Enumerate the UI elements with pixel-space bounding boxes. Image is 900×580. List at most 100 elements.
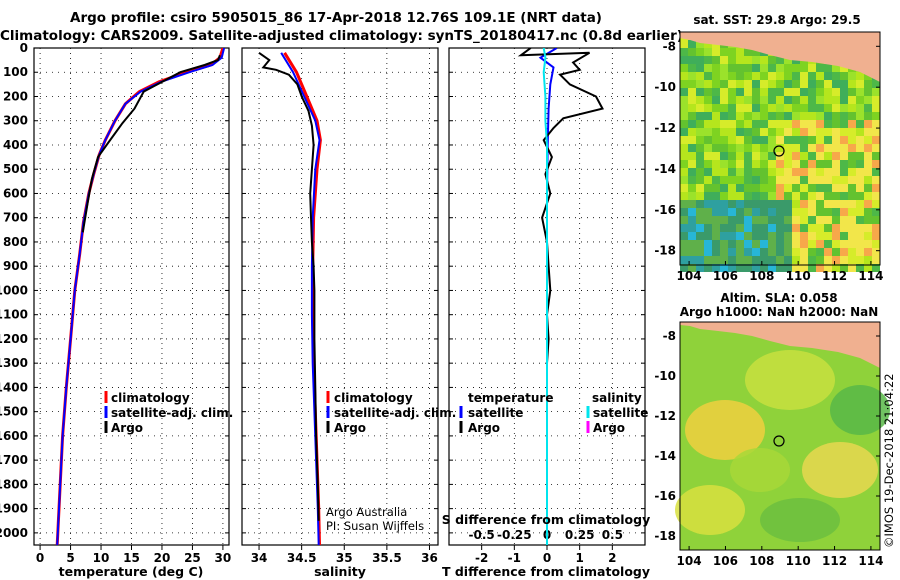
sst-cell (688, 240, 696, 248)
sst-cell (760, 256, 768, 264)
sst-cell (816, 240, 824, 248)
depth-tick-label: 400 (3, 138, 28, 152)
temperature-x-tick-label: 15 (123, 551, 140, 565)
sst-cell (680, 200, 688, 208)
sst-cell (688, 152, 696, 160)
sst-cell (720, 224, 728, 232)
sst-cell (840, 224, 848, 232)
legend-sal-argo-label: Argo (593, 421, 625, 435)
sst-cell (816, 216, 824, 224)
sst-cell (800, 144, 808, 152)
sst-cell (832, 232, 840, 240)
sst-cell (808, 80, 816, 88)
temperature-x-tick-label: 10 (93, 551, 110, 565)
sst-cell (872, 248, 880, 256)
sst-cell (752, 240, 760, 248)
sst-cell (840, 128, 848, 136)
sst-cell (768, 56, 776, 64)
sst-map-frame (679, 31, 881, 266)
map-lat-tick-label: -8 (663, 39, 676, 53)
sst-cell (696, 200, 704, 208)
sst-cell (744, 160, 752, 168)
sst-cell (688, 216, 696, 224)
sst-cell (720, 112, 728, 120)
sst-cell (728, 144, 736, 152)
sst-cell (800, 256, 808, 264)
sst-cell (680, 232, 688, 240)
sst-cell (688, 208, 696, 216)
sst-cell (840, 64, 848, 72)
depth-tick-label: 1900 (0, 502, 28, 516)
sst-cell (848, 248, 856, 256)
difference-series-temperature-satellite (538, 48, 558, 533)
sst-cell (744, 56, 752, 64)
sst-cell (680, 72, 688, 80)
difference-x-tick-label: -2 (475, 551, 488, 565)
sst-cell (808, 120, 816, 128)
sst-cell (824, 152, 832, 160)
sst-cell (704, 104, 712, 112)
sst-cell (688, 224, 696, 232)
sst-cell (800, 240, 808, 248)
sst-cell (816, 112, 824, 120)
sst-cell (792, 104, 800, 112)
sst-cell (792, 96, 800, 104)
sst-cell (840, 264, 848, 272)
sst-cell (728, 264, 736, 272)
sst-cell (800, 176, 808, 184)
sst-cell (840, 192, 848, 200)
sst-cell (752, 168, 760, 176)
sst-cell (688, 192, 696, 200)
sst-cell (752, 248, 760, 256)
sst-cell (832, 112, 840, 120)
sst-cell (712, 256, 720, 264)
sst-cell (864, 216, 872, 224)
sst-map-title: sat. SST: 29.8 Argo: 29.5 (693, 13, 860, 27)
sst-cell (864, 104, 872, 112)
sst-cell (768, 136, 776, 144)
sst-cell (808, 96, 816, 104)
sst-cell (776, 200, 784, 208)
sst-map: sat. SST: 29.8 Argo: 29.5 104 106 108 110 11… (654, 13, 883, 283)
sst-cell (848, 184, 856, 192)
sst-cell (856, 208, 864, 216)
sst-cell (872, 96, 880, 104)
map-lat-tick-label: -18 (654, 529, 676, 543)
sst-cell (760, 168, 768, 176)
sst-cell (816, 88, 824, 96)
sst-cell (680, 152, 688, 160)
sst-cell (696, 80, 704, 88)
sst-cell (744, 240, 752, 248)
sst-cell (784, 240, 792, 248)
salinity-legend: climatology satellite-adj. clim. Argo Ar… (326, 391, 456, 533)
sst-cell (688, 136, 696, 144)
sst-cell (816, 256, 824, 264)
sst-cell (704, 248, 712, 256)
depth-tick-label: 800 (3, 235, 28, 249)
sst-cell (824, 104, 832, 112)
sst-cell (808, 112, 816, 120)
sst-cell (824, 240, 832, 248)
sst-cell (784, 64, 792, 72)
sst-cell (696, 208, 704, 216)
sst-cell (856, 176, 864, 184)
sst-cell (712, 216, 720, 224)
sst-cell (760, 200, 768, 208)
sst-cell (696, 128, 704, 136)
depth-tick-label: 1400 (0, 380, 28, 394)
temperature-panel (33, 47, 230, 546)
sst-cell (680, 216, 688, 224)
sla-map-title2: Argo h1000: NaN h2000: NaN (680, 305, 879, 319)
sst-cell (832, 192, 840, 200)
sst-cell (712, 240, 720, 248)
sst-cell (728, 168, 736, 176)
sst-cell (768, 152, 776, 160)
sst-cell (816, 184, 824, 192)
sst-cell (712, 184, 720, 192)
sst-cell (800, 168, 808, 176)
sst-cell (864, 264, 872, 272)
sst-cell (696, 248, 704, 256)
sst-cell (696, 168, 704, 176)
sst-cell (736, 192, 744, 200)
sst-cell (768, 208, 776, 216)
